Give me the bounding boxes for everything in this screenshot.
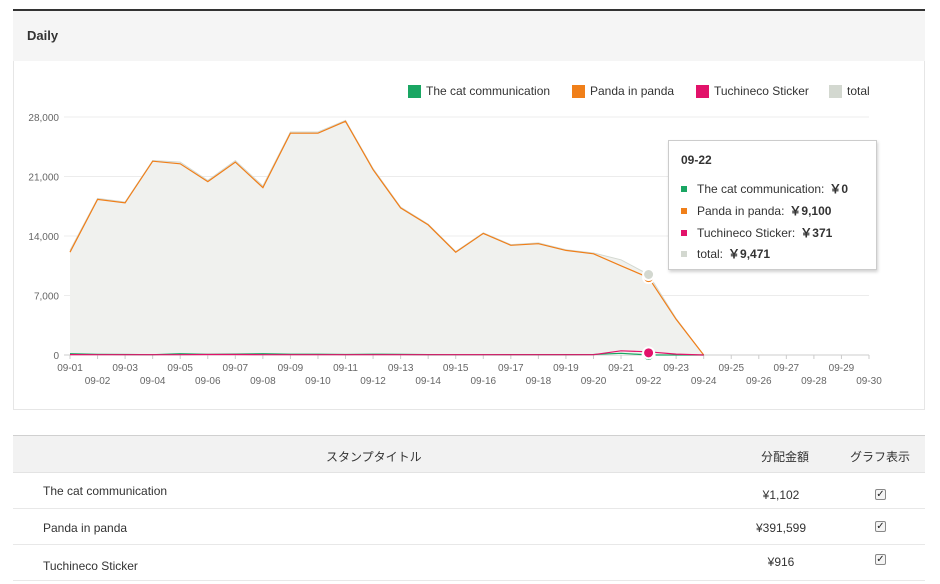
y-tick-label: 7,000 [34,292,59,303]
header-amount: 分配金額 [761,450,810,464]
stamp-table: スタンプタイトル 分配金額 グラフ表示 The cat communicatio… [13,435,925,584]
header-stamp-title: スタンプタイトル [326,450,422,464]
legend-swatch [696,84,709,98]
legend-item-total[interactable]: total [829,84,870,98]
x-tick-label: 09-14 [415,376,441,387]
point-marker [642,267,656,281]
tooltip-label: The cat communication: [697,181,825,196]
legend-item-cat[interactable]: The cat communication [408,84,550,98]
legend-label: total [847,84,870,98]
tooltip-date: 09-22 [681,153,712,167]
tooltip-label: Tuchineco Sticker: [697,225,796,240]
x-tick-label: 09-22 [636,376,662,387]
tooltip-label: Panda in panda: [697,203,785,218]
x-tick-label: 09-26 [746,376,772,387]
tooltip-dot [681,185,687,192]
series-area-total [70,120,704,356]
legend-label: Tuchineco Sticker [714,84,809,98]
x-tick-label: 09-18 [526,376,552,387]
tooltip-value: ￥371 [800,226,833,240]
panel-header: Daily [13,9,925,61]
legend-item-tuchineco[interactable]: Tuchineco Sticker [696,84,809,98]
y-tick-label: 14,000 [28,232,59,243]
x-tick-label: 09-11 [333,363,358,374]
legend-label: Panda in panda [590,84,675,98]
y-tick-label: 21,000 [28,173,59,184]
table-row: Panda in panda ¥391,599 ✓ [13,509,925,545]
graph-checkbox[interactable]: ✓ [875,521,886,532]
tooltip-value: ￥9,100 [789,204,832,218]
point-marker [642,346,656,360]
panel-title: Daily [27,28,59,43]
tooltip-row-panda: Panda in panda: ￥9,100 [681,202,831,219]
table-header: スタンプタイトル 分配金額 グラフ表示 [13,435,925,473]
x-tick-label: 09-19 [553,363,579,374]
x-tick-label: 09-15 [443,363,469,374]
row-amount: ¥916 [767,555,795,569]
row-title: The cat communication [43,484,168,498]
row-title: Tuchineco Sticker [43,559,138,573]
legend-item-panda[interactable]: Panda in panda [572,84,674,98]
x-tick-label: 09-02 [85,376,111,387]
x-tick-label: 09-09 [278,363,304,374]
tooltip-value: ￥0 [829,182,849,196]
graph-checkbox[interactable]: ✓ [875,554,886,565]
x-tick-label: 09-25 [718,363,744,374]
x-tick-label: 09-04 [140,376,166,387]
x-tick-label: 09-29 [829,363,855,374]
y-tick-label: 28,000 [28,113,59,124]
x-tick-label: 09-07 [223,363,249,374]
x-tick-label: 09-01 [57,363,83,374]
series-line [69,120,705,356]
legend-swatch [829,84,842,98]
header-graph: グラフ表示 [850,450,911,464]
table-row: The cat communication ¥1,102 ✓ [13,473,925,509]
x-tick-label: 09-17 [498,363,524,374]
x-tick-label: 09-16 [470,376,496,387]
x-tick-label: 09-08 [250,376,276,387]
y-tick-label: 0 [53,351,59,362]
row-amount: ¥1,102 [762,488,800,502]
x-tick-label: 09-27 [774,363,800,374]
x-tick-label: 09-24 [691,376,717,387]
x-tick-label: 09-05 [167,363,193,374]
x-tick-label: 09-23 [663,363,689,374]
x-tick-label: 09-12 [360,376,386,387]
legend-label: The cat communication [426,84,551,98]
legend-swatch [408,84,421,98]
tooltip-value: ￥9,471 [728,247,771,261]
series-line [69,350,704,356]
table-row: Tuchineco Sticker ¥916 ✓ [13,545,925,581]
tooltip-dot [681,250,687,257]
tooltip-label: total: [697,246,724,261]
chart-tooltip: 09-22 The cat communication: ￥0 Panda in… [668,140,877,270]
x-tick-label: 09-06 [195,376,221,387]
tooltip-row-total: total: ￥9,471 [681,245,770,262]
x-tick-label: 09-03 [112,363,138,374]
tooltip-dot [681,229,687,236]
x-tick-label: 09-13 [388,363,414,374]
graph-checkbox[interactable]: ✓ [875,489,886,500]
tooltip-row-cat: The cat communication: ￥0 [681,180,848,197]
x-tick-label: 09-10 [305,376,331,387]
x-tick-label: 09-20 [581,376,607,387]
tooltip-dot [681,207,687,214]
x-tick-label: 09-30 [856,376,882,387]
row-title: Panda in panda [43,521,128,535]
x-tick-label: 09-21 [608,363,634,374]
row-amount: ¥391,599 [755,521,807,535]
tooltip-row-tuchineco: Tuchineco Sticker: ￥371 [681,224,832,241]
legend-swatch [572,84,585,98]
x-tick-label: 09-28 [801,376,827,387]
